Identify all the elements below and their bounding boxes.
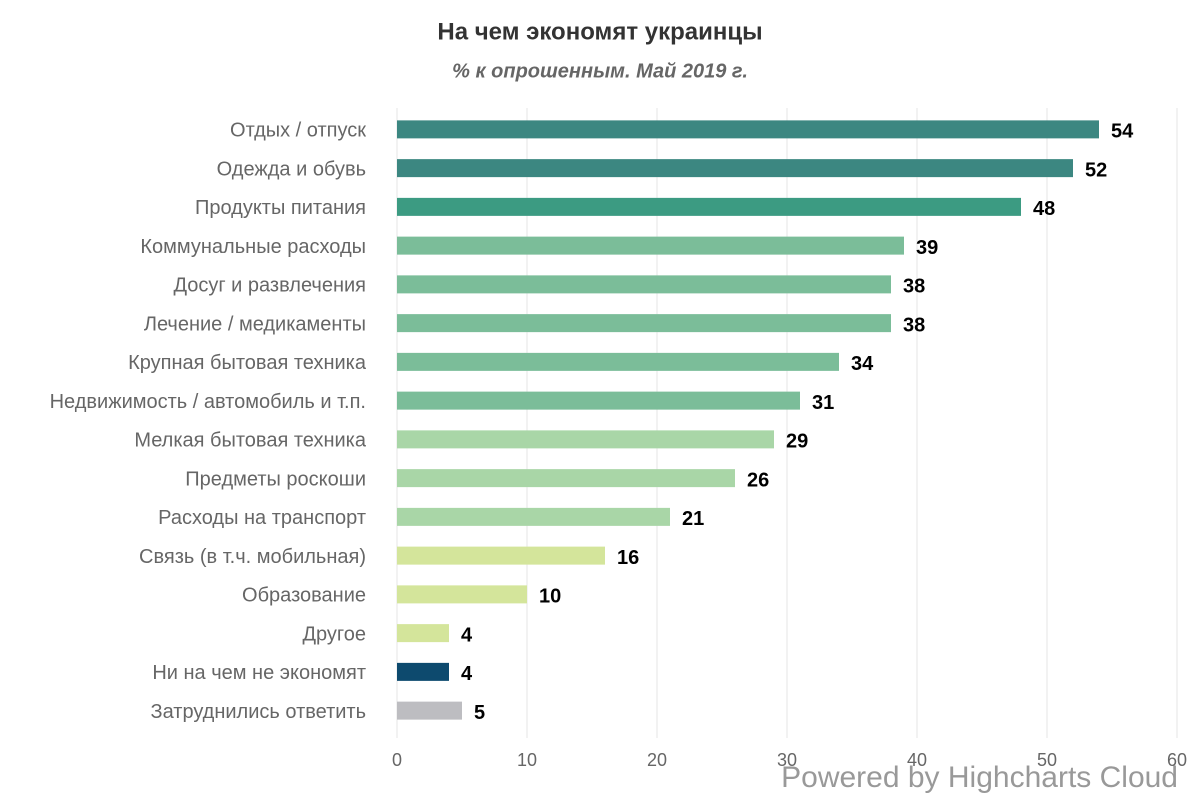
value-label: 48	[1033, 198, 1055, 220]
value-label: 16	[617, 547, 639, 569]
value-label: 52	[1085, 159, 1107, 181]
y-tick-label: Другое	[302, 623, 366, 645]
bar	[397, 469, 735, 488]
x-tick-label: 30	[777, 750, 797, 770]
value-label: 5	[474, 702, 485, 724]
bar	[397, 352, 839, 371]
y-tick-label: Расходы на транспорт	[158, 507, 366, 529]
bar	[397, 430, 774, 449]
bar	[397, 314, 891, 333]
y-tick-label: Досуг и развлечения	[173, 275, 366, 297]
y-tick-label: Крупная бытовая техника	[128, 352, 367, 374]
x-tick-label: 60	[1167, 750, 1187, 770]
y-tick-label: Продукты питания	[195, 197, 366, 219]
value-label: 38	[903, 276, 925, 298]
value-label: 34	[851, 353, 874, 375]
y-tick-label: Лечение / медикаменты	[144, 313, 366, 335]
value-label: 4	[461, 624, 473, 646]
value-label: 39	[916, 237, 938, 259]
bar	[397, 624, 449, 643]
y-tick-label: Связь (в т.ч. мобильная)	[139, 546, 366, 568]
y-tick-label: Ни на чем не экономят	[152, 662, 366, 684]
bar	[397, 585, 527, 604]
value-label: 21	[682, 508, 704, 530]
value-label: 54	[1111, 121, 1134, 143]
credits: Powered by Highcharts Cloud	[781, 761, 1178, 794]
y-tick-label: Недвижимость / автомобиль и т.п.	[50, 391, 366, 413]
bar	[397, 197, 1021, 216]
bar	[397, 236, 904, 255]
x-tick-label: 40	[907, 750, 927, 770]
value-label: 26	[747, 469, 769, 491]
value-label: 29	[786, 431, 808, 453]
x-tick-label: 0	[392, 750, 402, 770]
x-tick-label: 20	[647, 750, 667, 770]
y-tick-label: Коммунальные расходы	[140, 236, 366, 258]
value-label: 38	[903, 314, 925, 336]
value-label: 4	[461, 663, 473, 685]
y-tick-label: Образование	[242, 585, 366, 607]
bar	[397, 159, 1073, 178]
chart-subtitle: % к опрошенным. Май 2019 г.	[452, 60, 748, 82]
bar	[397, 275, 891, 294]
bar	[397, 546, 605, 565]
x-tick-label: 10	[517, 750, 537, 770]
y-tick-label: Затруднились ответить	[151, 701, 366, 723]
bar	[397, 391, 800, 410]
bar	[397, 120, 1099, 139]
bar	[397, 507, 670, 526]
y-tick-label: Отдых / отпуск	[230, 120, 366, 142]
y-tick-label: Предметы роскоши	[185, 468, 366, 490]
value-label: 31	[812, 392, 834, 414]
bar	[397, 662, 449, 681]
value-label: 10	[539, 586, 561, 608]
x-tick-label: 50	[1037, 750, 1057, 770]
y-tick-label: Одежда и обувь	[217, 158, 366, 180]
y-tick-label: Мелкая бытовая техника	[134, 430, 367, 452]
chart-title: На чем экономят украинцы	[437, 18, 762, 45]
bar	[397, 701, 462, 720]
